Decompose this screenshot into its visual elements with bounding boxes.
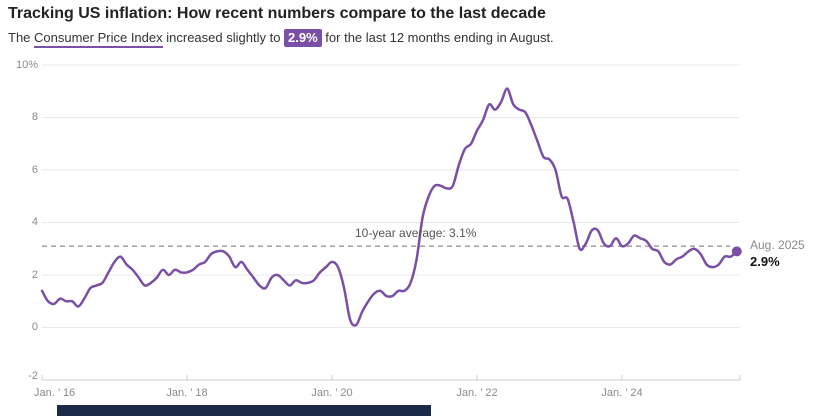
y-axis-tick-label: 0 [31,321,38,333]
chart-subtitle: The Consumer Price Index increased sligh… [8,28,554,48]
x-axis-tick-label: Jan. ’ 22 [456,387,498,399]
subtitle-mid: increased slightly to [162,30,285,45]
end-point-dot [731,246,742,257]
x-axis-tick-label: Jan. ’ 16 [34,387,76,399]
y-axis-tick-label: 2 [31,268,38,281]
x-axis-tick-label: Jan. ’ 24 [601,387,643,399]
y-axis-tick-label: 4 [31,216,38,228]
cpi-link[interactable]: Consumer Price Index [34,30,163,48]
subtitle-suffix: for the last 12 months ending in August. [321,30,554,45]
average-line-label: 10-year average: 3.1% [355,226,477,240]
x-axis-tick-label: Jan. ’ 18 [166,387,208,399]
x-axis-tick-label: Jan. ’ 20 [311,387,353,399]
cpi-series-line [40,87,739,327]
cropped-page-element-bar [57,405,431,416]
subtitle-prefix: The [8,30,35,45]
y-axis-tick-label: 8 [31,111,38,123]
y-axis-tick-label: 6 [31,163,38,176]
value-badge: 2.9% [284,29,322,47]
y-axis-tick-label: -2 [28,369,38,382]
page-title: Tracking US inflation: How recent number… [8,5,546,22]
end-point-date-label: Aug. 2025 [750,238,805,252]
end-point-value-label: 2.9% [750,254,780,269]
y-axis-tick-label: 10% [15,58,38,71]
